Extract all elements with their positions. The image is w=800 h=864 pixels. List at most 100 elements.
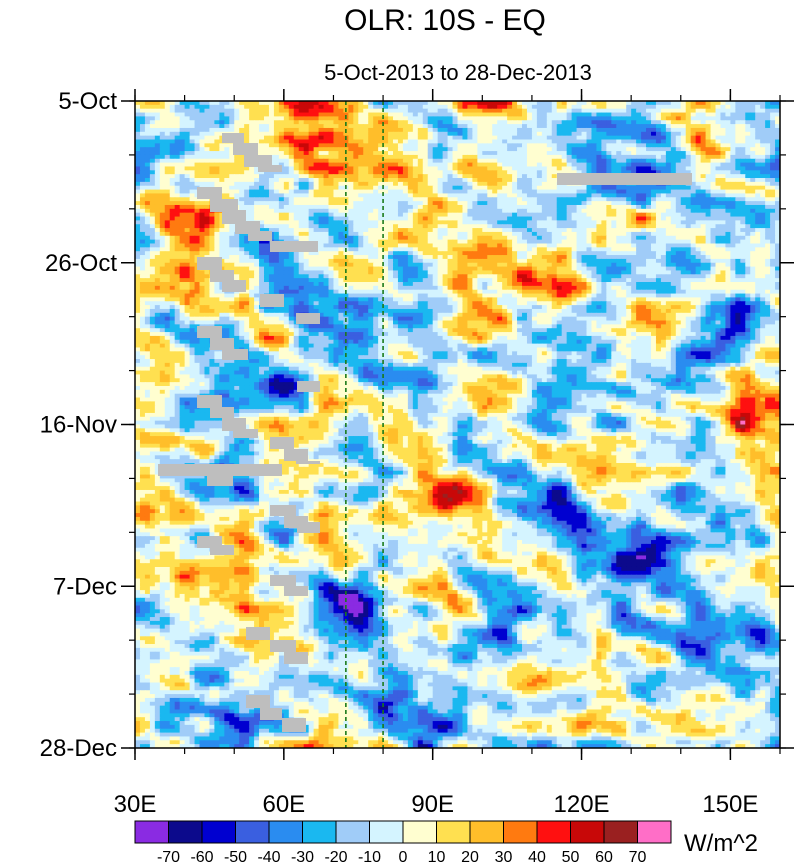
field-cell (150, 170, 156, 174)
field-cell (716, 186, 722, 190)
field-cell (716, 236, 722, 240)
field-cell (487, 228, 493, 232)
field-cell (567, 136, 573, 140)
field-cell (458, 163, 464, 167)
field-cell (701, 213, 707, 217)
field-cell (467, 166, 473, 170)
field-cell (661, 132, 667, 136)
field-cell (750, 170, 756, 174)
field-cell (517, 213, 523, 217)
field-cell (448, 113, 454, 117)
field-cell (160, 109, 166, 113)
field-cell (587, 243, 593, 247)
field-cell (745, 105, 751, 109)
field-cell (294, 220, 300, 224)
field-cell (458, 143, 464, 147)
field-cell (135, 132, 141, 136)
field-cell (611, 197, 617, 201)
field-cell (428, 240, 434, 244)
field-cell (567, 193, 573, 197)
field-cell (155, 232, 161, 236)
field-cell (324, 166, 330, 170)
field-cell (140, 186, 146, 190)
field-cell (720, 170, 726, 174)
field-cell (626, 109, 632, 113)
field-cell (641, 116, 647, 120)
field-cell (190, 220, 196, 224)
field-cell (319, 147, 325, 151)
field-cell (393, 163, 399, 167)
field-cell (641, 197, 647, 201)
field-cell (239, 166, 245, 170)
field-cell (656, 228, 662, 232)
field-cell (606, 159, 612, 163)
field-cell (696, 116, 702, 120)
field-cell (160, 151, 166, 155)
field-cell (244, 120, 250, 124)
field-cell (393, 151, 399, 155)
field-cell (160, 163, 166, 167)
field-cell (651, 163, 657, 167)
field-cell (150, 178, 156, 182)
field-cell (517, 166, 523, 170)
field-cell (433, 205, 439, 209)
field-cell (294, 128, 300, 132)
field-cell (582, 120, 588, 124)
field-cell (701, 228, 707, 232)
field-cell (527, 193, 533, 197)
field-cell (606, 209, 612, 213)
field-cell (487, 113, 493, 117)
field-cell (170, 217, 176, 221)
field-cell (289, 128, 295, 132)
field-cell (180, 228, 186, 232)
field-cell (219, 232, 225, 236)
field-cell (195, 143, 201, 147)
field-cell (512, 193, 518, 197)
field-cell (651, 217, 657, 221)
field-cell (681, 205, 687, 209)
field-cell (408, 166, 414, 170)
field-cell (467, 243, 473, 247)
field-cell (502, 105, 508, 109)
field-cell (482, 236, 488, 240)
field-cell (239, 155, 245, 159)
field-cell (487, 151, 493, 155)
field-cell (720, 197, 726, 201)
field-cell (333, 143, 339, 147)
field-cell (472, 201, 478, 205)
field-cell (160, 228, 166, 232)
field-cell (219, 243, 225, 247)
field-cell (621, 240, 627, 244)
field-cell (398, 217, 404, 221)
field-cell (353, 124, 359, 128)
field-cell (234, 113, 240, 117)
field-cell (611, 116, 617, 120)
field-cell (433, 116, 439, 120)
field-cell (577, 163, 583, 167)
field-cell (646, 105, 652, 109)
field-cell (606, 220, 612, 224)
field-cell (527, 201, 533, 205)
field-cell (527, 170, 533, 174)
field-cell (735, 166, 741, 170)
field-cell (458, 170, 464, 174)
field-cell (388, 205, 394, 209)
field-cell (274, 151, 280, 155)
field-cell (552, 182, 558, 186)
field-cell (686, 140, 692, 144)
field-cell (532, 163, 538, 167)
field-cell (740, 193, 746, 197)
field-cell (324, 236, 330, 240)
field-cell (319, 109, 325, 113)
field-cell (160, 136, 166, 140)
field-cell (512, 105, 518, 109)
field-cell (398, 143, 404, 147)
field-cell (641, 209, 647, 213)
field-cell (353, 147, 359, 151)
field-cell (329, 170, 335, 174)
field-cell (765, 213, 771, 217)
field-cell (155, 147, 161, 151)
field-cell (234, 182, 240, 186)
field-cell (557, 120, 563, 124)
field-cell (517, 197, 523, 201)
